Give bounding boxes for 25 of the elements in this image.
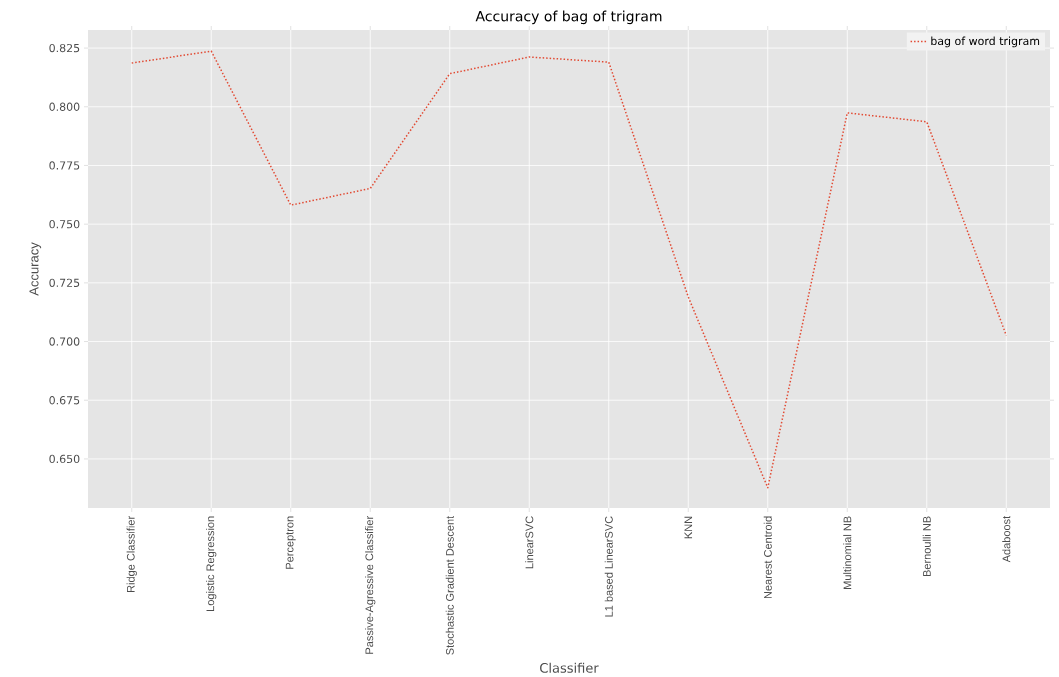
y-tick-label: 0.825 [49, 44, 80, 53]
line-series [130, 50, 1008, 489]
legend-label: bag of word trigram [931, 36, 1040, 48]
y-tick-label: 0.700 [49, 337, 80, 346]
y-tick-label: 0.800 [49, 102, 80, 112]
y-tick-label: 0.675 [49, 396, 80, 405]
y-tick-label: 0.775 [49, 161, 80, 170]
x-tick-label: Perceptron [285, 516, 296, 569]
x-tick-label: Adaboost [1002, 516, 1011, 563]
y-tick-label: 0.725 [49, 278, 80, 288]
y-axis-title: Accuracy [29, 242, 42, 296]
x-tick-label: KNN [684, 516, 693, 539]
x-tick-label: Nearest Centroid [763, 516, 772, 599]
x-tick-label: Passive-Agressive Classifier [365, 516, 376, 654]
chart-title: Accuracy of bag of trigram [475, 10, 662, 25]
x-axis-title: Classifier [540, 663, 599, 674]
x-tick-label: Multinomial NB [843, 516, 852, 590]
x-tick-label: Bernoulli NB [922, 516, 931, 577]
y-tick-label: 0.650 [49, 454, 80, 464]
x-tick-label: Logistic Regression [206, 516, 217, 612]
x-tick-label: Stochastic Gradient Descent [445, 516, 454, 655]
y-tick-label: 0.750 [49, 220, 80, 229]
x-tick-label: LinearSVC [525, 516, 534, 569]
x-tick-label: Ridge Classifier [126, 516, 137, 593]
x-tick-label: L1 based LinearSVC [604, 516, 613, 617]
